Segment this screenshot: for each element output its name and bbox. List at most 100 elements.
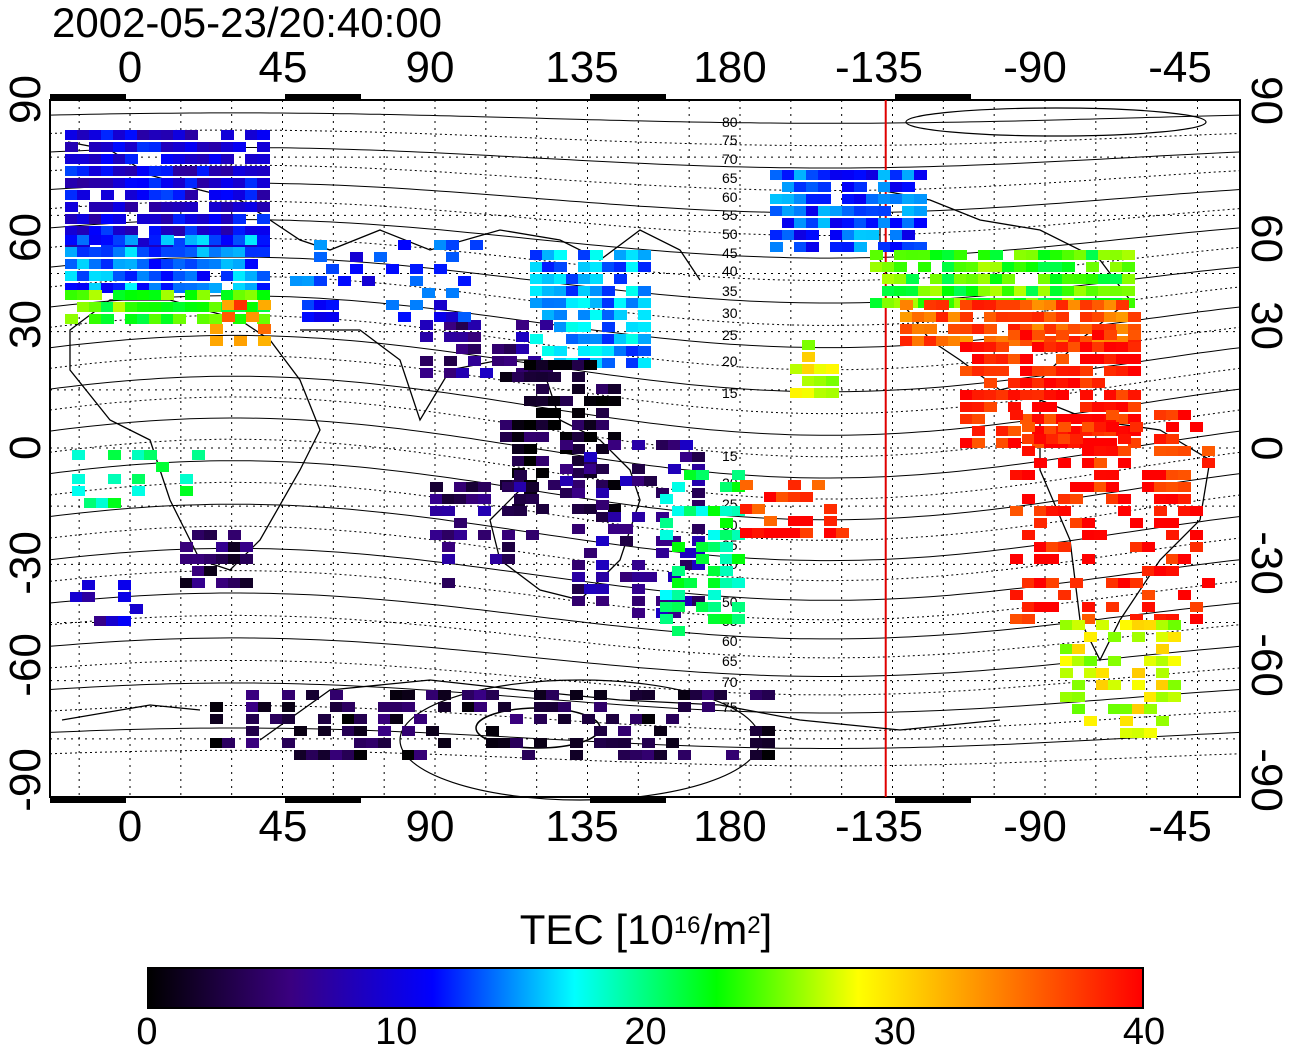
tec-cell (1128, 330, 1141, 340)
tec-cell (720, 482, 733, 492)
tec-cell (173, 283, 186, 293)
tec-cell (924, 300, 937, 310)
tec-cell (582, 714, 595, 724)
tec-cell (1014, 286, 1027, 296)
tec-cell (578, 334, 591, 344)
tec-cell (972, 438, 985, 448)
tec-cell (800, 516, 813, 526)
contour-label: 15 (722, 385, 738, 401)
tec-cell (209, 314, 222, 324)
tec-cell (257, 178, 270, 188)
tec-cell (258, 300, 271, 310)
tec-cell (185, 190, 198, 200)
tec-cell (632, 608, 645, 618)
tec-cell (1068, 324, 1081, 334)
tec-cell (468, 332, 481, 342)
tec-cell (500, 372, 513, 382)
tec-cell (1190, 530, 1203, 540)
tec-cell (1178, 410, 1191, 420)
tec-cell (1190, 422, 1203, 432)
tec-cell (762, 690, 775, 700)
tec-cell (233, 290, 246, 300)
tec-cell (626, 322, 639, 332)
tec-cell (1166, 614, 1179, 624)
contour-label: 60 (722, 633, 738, 649)
tec-cell (101, 154, 114, 164)
tec-cell (1050, 286, 1063, 296)
tec-cell (1034, 578, 1047, 588)
tec-cell (240, 578, 253, 588)
tec-cell (546, 690, 559, 700)
lon-tick-top: 45 (258, 43, 308, 92)
tec-cell (680, 548, 693, 558)
magnetic-contour (49, 129, 1241, 147)
tec-cell (209, 235, 222, 245)
tec-cell (402, 702, 415, 712)
tec-cell (972, 354, 985, 364)
tec-cell (1008, 336, 1021, 346)
tec-cell (132, 486, 145, 496)
tec-cell (972, 426, 985, 436)
tec-cell (806, 182, 819, 192)
tec-cell (1144, 620, 1157, 630)
tec-cell (258, 702, 271, 712)
tec-cell (1156, 668, 1169, 678)
tec-cell (185, 235, 198, 245)
tec-cell (882, 262, 895, 272)
tec-cell (1130, 422, 1143, 432)
tec-cell (149, 202, 162, 212)
tec-cell (720, 530, 733, 540)
lon-tick-bottom: 90 (405, 802, 455, 851)
tec-cell (65, 259, 78, 269)
tec-cell (752, 504, 765, 514)
tec-cell (1154, 494, 1167, 504)
tec-cell (536, 432, 549, 442)
tec-cell (444, 320, 457, 330)
tec-cell (65, 226, 78, 236)
tec-cell (692, 452, 705, 462)
tec-cell (245, 190, 258, 200)
tec-cell (558, 714, 571, 724)
tec-cell (1056, 378, 1069, 388)
tec-cell (390, 714, 403, 724)
tec-cell (486, 726, 499, 736)
tec-cell (246, 726, 259, 736)
tec-cell (185, 290, 198, 300)
tec-cell (125, 226, 138, 236)
tec-cell (77, 235, 90, 245)
tec-cell (514, 506, 527, 516)
lon-tick-bottom: -135 (834, 802, 924, 851)
tec-cell (842, 230, 855, 240)
tec-cell (762, 750, 775, 760)
lon-tick-top: 180 (693, 43, 767, 92)
tec-cell (750, 738, 763, 748)
tec-cell (854, 194, 867, 204)
tec-cell (65, 154, 78, 164)
tec-cell (1070, 578, 1083, 588)
tec-cell (113, 283, 126, 293)
tec-cell (113, 214, 126, 224)
tec-cell (1020, 324, 1033, 334)
tec-cell (602, 310, 615, 320)
tec-cell (684, 578, 697, 588)
tec-cell (696, 542, 709, 552)
tec-cell (906, 286, 919, 296)
tec-cell (708, 506, 721, 516)
tec-cell (866, 170, 879, 180)
frame-bar (50, 94, 126, 100)
tec-cell (209, 259, 222, 269)
tec-cell (526, 494, 539, 504)
coastline (259, 679, 1001, 741)
tec-cell (1044, 402, 1057, 412)
tec-cell (1096, 680, 1109, 690)
tec-cell (1084, 716, 1097, 726)
tec-cell (1070, 482, 1083, 492)
tec-cell (125, 142, 138, 152)
tec-cell (257, 130, 270, 140)
tec-cell (1038, 274, 1051, 284)
tec-cell (614, 262, 627, 272)
tec-cell (990, 286, 1003, 296)
tec-cell (1092, 354, 1105, 364)
tec-cell (1154, 518, 1167, 528)
tec-cell (902, 206, 915, 216)
